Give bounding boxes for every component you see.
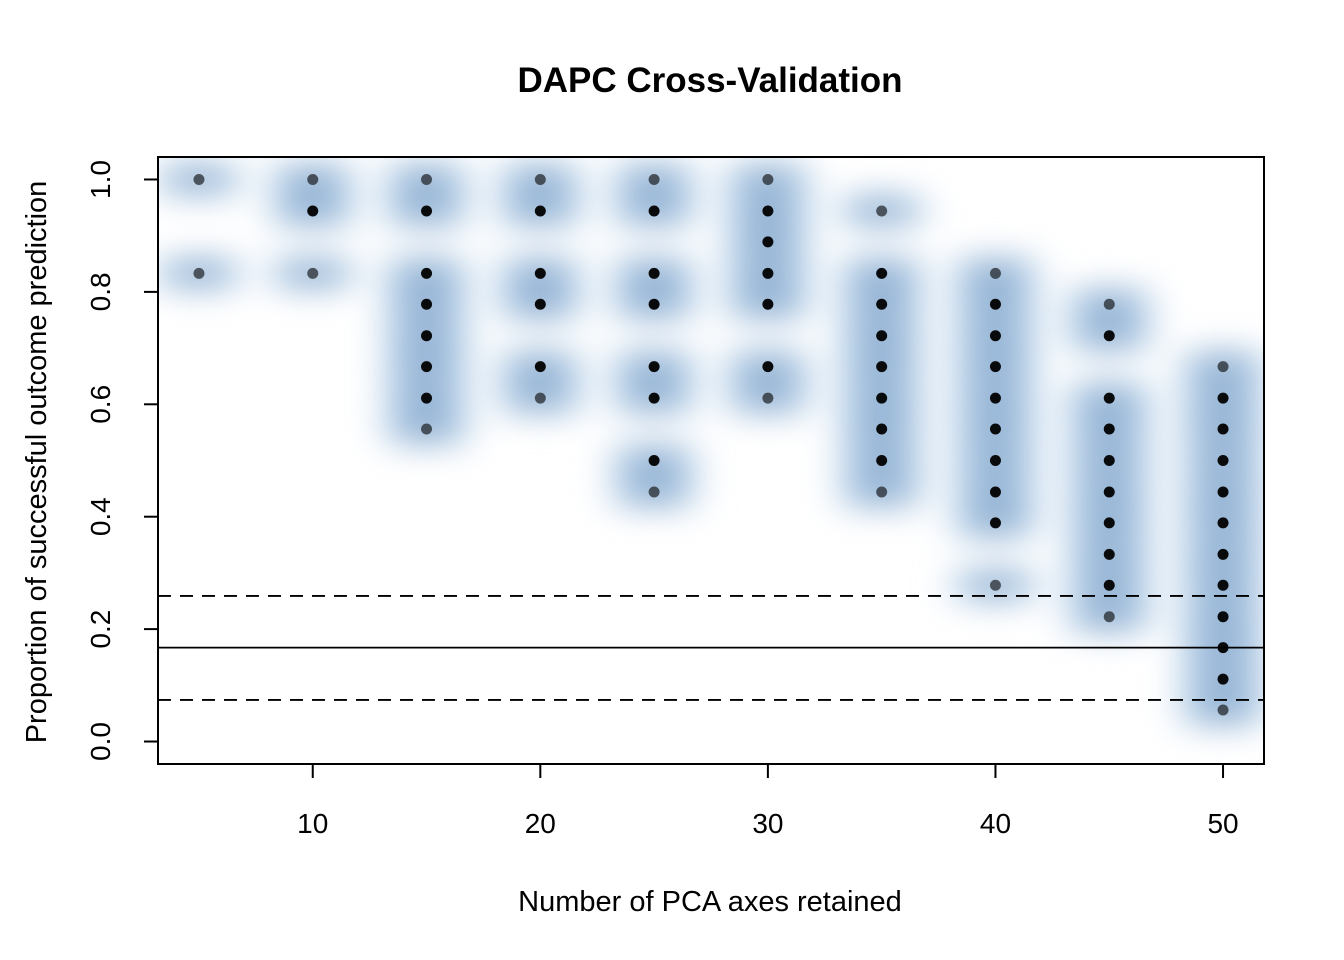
data-point [421, 330, 433, 342]
data-point [421, 205, 433, 217]
data-point [421, 392, 433, 404]
x-tick-label: 30 [752, 808, 783, 839]
data-point [762, 298, 774, 310]
data-point [1217, 361, 1229, 373]
data-point [989, 579, 1001, 591]
data-point [876, 267, 888, 279]
data-point [989, 298, 1001, 310]
data-point [307, 267, 319, 279]
data-point [534, 361, 546, 373]
data-point [648, 361, 660, 373]
data-point [1217, 392, 1229, 404]
data-point [1217, 486, 1229, 498]
data-point [989, 392, 1001, 404]
data-point [762, 173, 774, 185]
y-axis: 0.0 0.2 0.4 0.6 0.8 1.0 [85, 160, 159, 761]
data-point [1217, 517, 1229, 529]
density-heatmap [158, 163, 1264, 727]
data-point [1103, 611, 1115, 623]
data-point [1217, 642, 1229, 654]
y-tick-label: 0.8 [85, 272, 116, 311]
x-tick-label: 10 [297, 808, 328, 839]
data-point [1103, 486, 1115, 498]
data-point [1217, 455, 1229, 466]
x-axis: 10 20 30 40 50 [297, 763, 1239, 839]
data-point [534, 267, 546, 279]
data-point [1103, 455, 1115, 466]
density-layer [158, 163, 1264, 727]
data-point [307, 205, 319, 217]
data-point [648, 267, 660, 279]
data-point [762, 236, 774, 248]
data-point [989, 455, 1001, 466]
data-point [534, 298, 546, 310]
data-point [1217, 579, 1229, 591]
data-point [876, 486, 888, 498]
data-point [534, 205, 546, 217]
data-point [648, 455, 660, 466]
data-point [762, 205, 774, 217]
data-point [876, 392, 888, 404]
data-point [989, 423, 1001, 435]
data-point [989, 486, 1001, 498]
y-tick-label: 0.0 [85, 722, 116, 761]
data-point [876, 205, 888, 217]
data-point [193, 173, 205, 185]
data-point [648, 486, 660, 498]
data-point [421, 361, 433, 373]
x-axis-label: Number of PCA axes retained [518, 886, 902, 918]
data-point [421, 298, 433, 310]
data-point [648, 205, 660, 217]
data-point [876, 423, 888, 435]
data-point [989, 361, 1001, 373]
chart-title: DAPC Cross-Validation [517, 61, 902, 100]
data-point [989, 267, 1001, 279]
data-points [193, 173, 1229, 716]
data-point [1103, 330, 1115, 342]
data-point [762, 392, 774, 404]
data-point [1103, 517, 1115, 529]
data-point [1103, 423, 1115, 435]
data-point [1217, 611, 1229, 623]
data-point [1217, 704, 1229, 716]
data-point [989, 330, 1001, 342]
y-axis-label: Proportion of successful outcome predict… [21, 181, 53, 744]
data-point [534, 173, 546, 185]
data-point [1217, 548, 1229, 560]
y-tick-label: 0.2 [85, 610, 116, 649]
data-point [1103, 298, 1115, 310]
data-point [1217, 423, 1229, 435]
data-point [1103, 392, 1115, 404]
data-point [648, 392, 660, 404]
data-point [989, 517, 1001, 529]
data-point [421, 423, 433, 435]
data-point [421, 267, 433, 279]
data-point [762, 361, 774, 373]
data-point [876, 455, 888, 466]
data-point [762, 267, 774, 279]
data-point [534, 392, 546, 404]
data-point [876, 330, 888, 342]
data-point [1103, 548, 1115, 560]
x-tick-label: 40 [980, 808, 1011, 839]
x-tick-label: 50 [1207, 808, 1238, 839]
y-tick-label: 0.4 [85, 497, 116, 536]
data-point [876, 298, 888, 310]
data-point [421, 173, 433, 185]
data-point [648, 173, 660, 185]
y-tick-label: 1.0 [85, 160, 116, 199]
data-point [648, 298, 660, 310]
y-tick-label: 0.6 [85, 385, 116, 424]
data-point [307, 173, 319, 185]
data-point [1103, 579, 1115, 591]
reference-lines [158, 595, 1264, 701]
data-point [193, 267, 205, 279]
x-tick-label: 20 [525, 808, 556, 839]
data-point [876, 361, 888, 373]
data-point [1217, 673, 1229, 685]
